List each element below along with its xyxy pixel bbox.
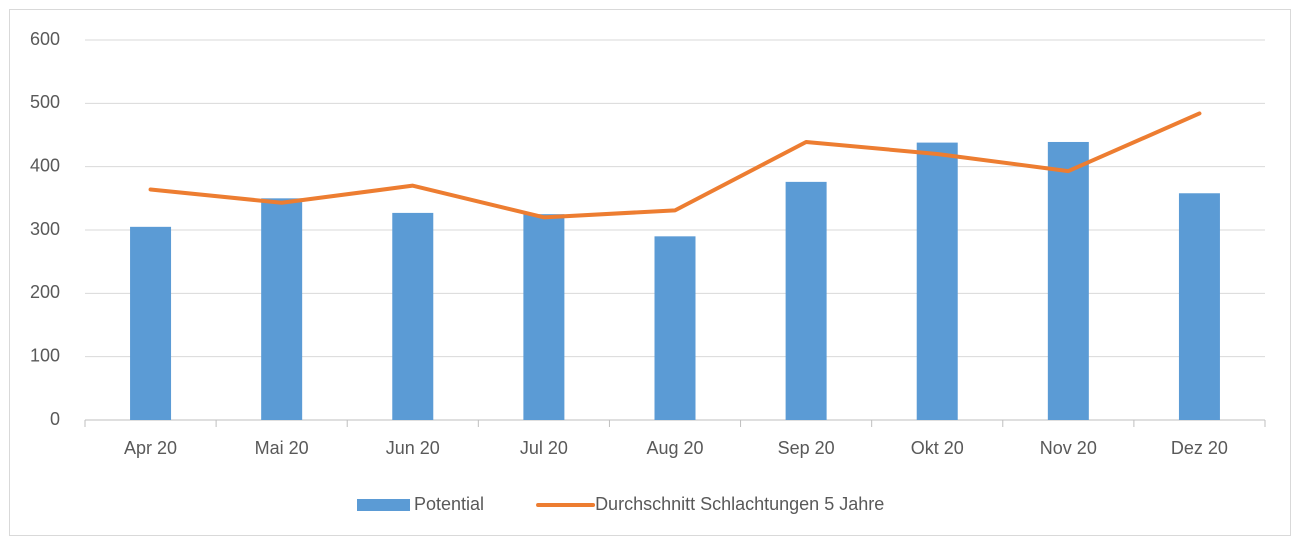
bar [130,226,172,420]
bar [654,236,696,420]
x-tick-label: Nov 20 [1040,438,1097,458]
bar [1047,141,1089,420]
y-tick-label: 400 [30,155,60,175]
y-tick-label: 600 [30,29,60,49]
y-tick-label: 0 [50,409,60,429]
line [148,111,1202,220]
y-tick-label: 300 [30,219,60,239]
x-tick-label: Aug 20 [646,438,703,458]
bar [785,181,827,420]
bar [916,142,958,420]
y-tick-label: 100 [30,345,60,365]
legend-swatch [357,499,410,511]
x-tick-label: Jul 20 [520,438,568,458]
bar [523,214,565,420]
bar [261,198,303,420]
bar [392,212,434,420]
y-tick-label: 500 [30,92,60,112]
x-tick-label: Apr 20 [124,438,177,458]
x-tick-label: Jun 20 [386,438,440,458]
x-tick-label: Sep 20 [778,438,835,458]
y-tick-label: 200 [30,282,60,302]
bar [1178,193,1220,420]
x-tick-label: Dez 20 [1171,438,1228,458]
x-tick-label: Okt 20 [911,438,964,458]
legend-label: Durchschnitt Schlachtungen 5 Jahre [595,494,884,514]
legend-label: Potential [414,494,484,514]
x-tick-label: Mai 20 [255,438,309,458]
